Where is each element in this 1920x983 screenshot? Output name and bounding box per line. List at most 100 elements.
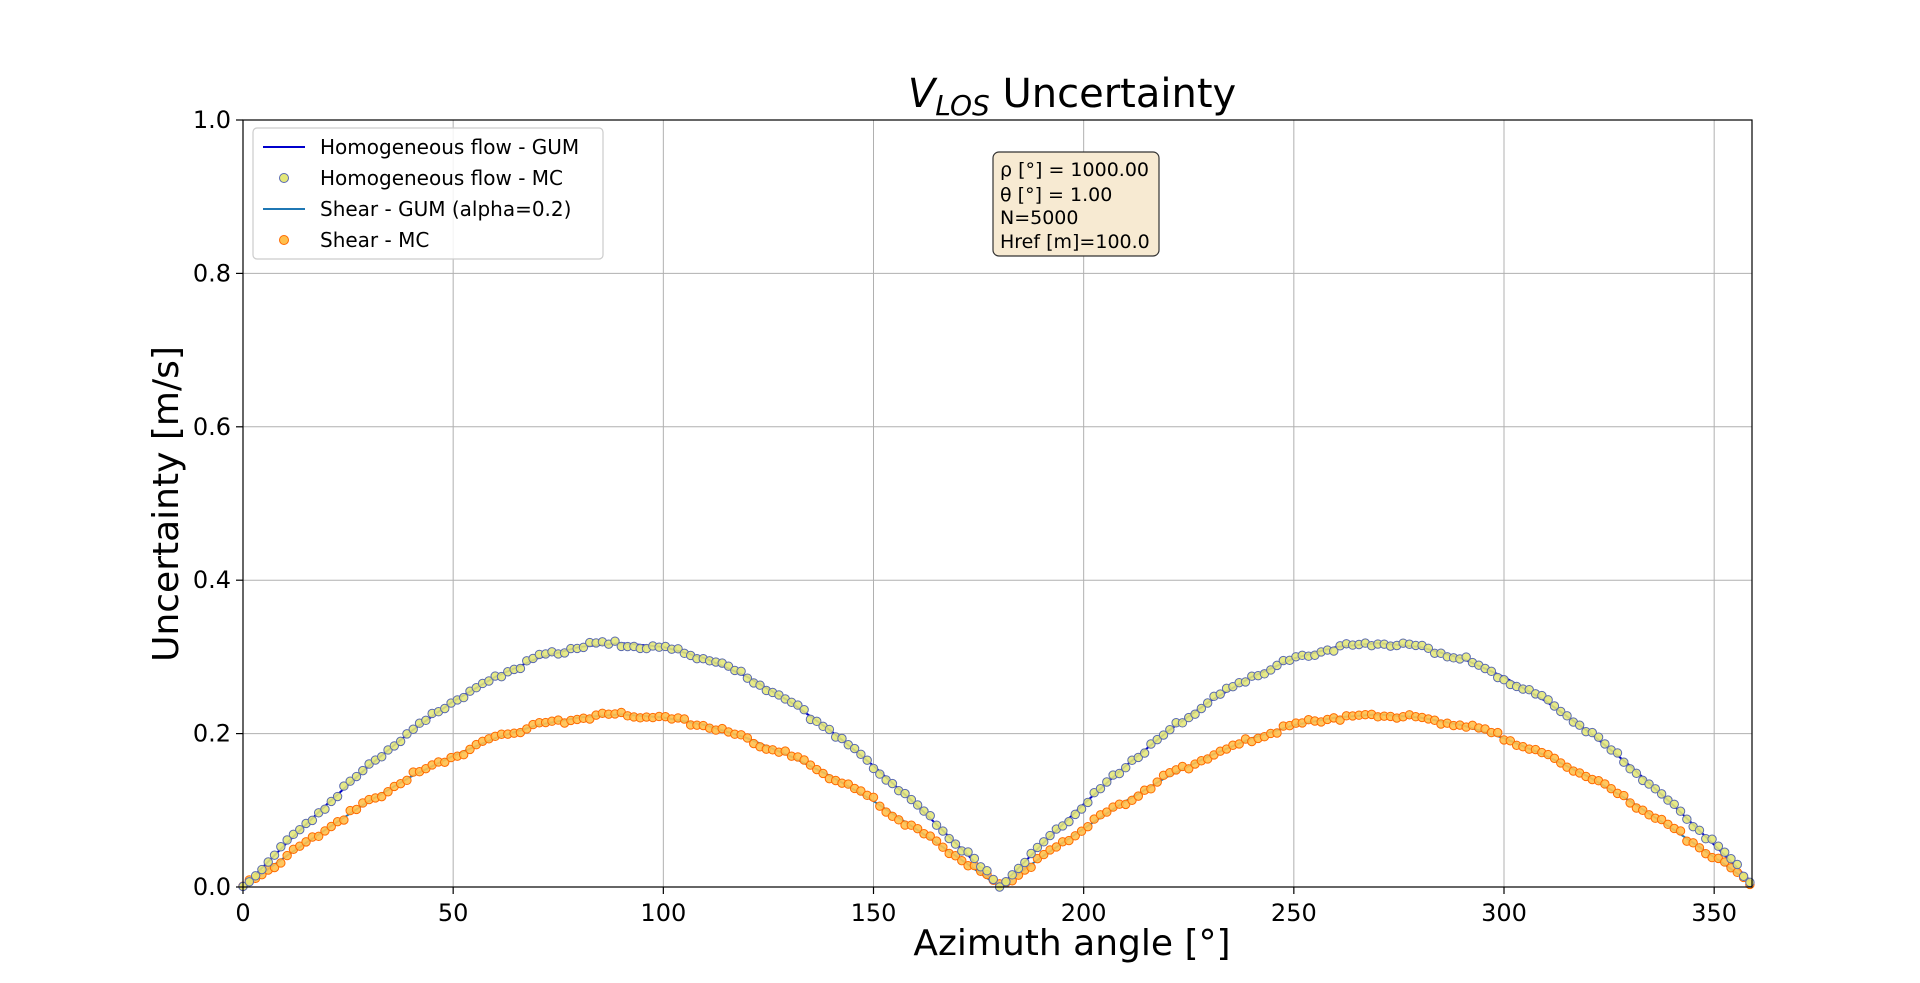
legend-swatch-marker	[279, 173, 289, 183]
data-point	[320, 826, 330, 836]
data-point	[1335, 715, 1345, 725]
y-tick-label-2: 0.4	[193, 566, 231, 594]
data-point	[244, 877, 255, 887]
data-point	[458, 750, 469, 760]
data-point	[1619, 790, 1629, 801]
data-point	[912, 823, 923, 834]
data-point	[440, 757, 450, 767]
data-point	[1694, 825, 1705, 835]
data-point	[1587, 727, 1597, 738]
x-tick-label-5: 250	[1271, 899, 1317, 927]
legend-swatch-marker	[279, 235, 289, 245]
data-point	[1549, 753, 1560, 764]
info-line-href: Href [m]=100.0	[1000, 231, 1150, 253]
x-tick-label-2: 100	[640, 899, 686, 927]
data-point	[263, 857, 273, 867]
data-point	[1057, 821, 1068, 831]
data-point	[1020, 857, 1030, 868]
data-point	[1146, 739, 1156, 749]
data-point	[906, 794, 917, 805]
data-point	[856, 786, 866, 796]
data-point	[1656, 789, 1667, 799]
data-point	[402, 729, 412, 739]
data-point	[1707, 834, 1717, 844]
data-point	[1121, 763, 1131, 773]
data-point	[673, 644, 683, 654]
data-point	[900, 788, 910, 799]
data-point	[1196, 703, 1207, 714]
data-point	[1656, 814, 1667, 825]
data-point	[276, 858, 286, 868]
data-point	[1499, 675, 1509, 685]
data-point	[250, 871, 261, 881]
data-point	[1505, 736, 1516, 746]
data-point	[578, 642, 589, 653]
data-point	[837, 733, 847, 744]
legend-entry-2: Shear - GUM (alpha=0.2)	[263, 197, 571, 221]
data-point	[301, 837, 311, 847]
data-point	[1423, 643, 1434, 653]
x-axis-label: Azimuth angle [°]	[913, 923, 1230, 964]
data-point	[1638, 805, 1648, 815]
data-point	[1726, 854, 1736, 864]
info-box-background	[992, 151, 1160, 257]
data-point	[881, 807, 891, 817]
chart-title: VLOS Uncertainty	[908, 71, 1236, 122]
x-tick-label-0: 0	[235, 899, 250, 927]
data-point	[919, 806, 929, 816]
data-point	[723, 661, 734, 671]
data-point	[1732, 859, 1742, 870]
axes-frame	[242, 119, 1753, 888]
series-line-2	[242, 713, 1753, 889]
data-point	[1001, 876, 1011, 887]
data-point	[484, 676, 494, 686]
legend-label: Shear - GUM (alpha=0.2)	[320, 197, 571, 221]
y-axis-label: Uncertainty [m/s]	[146, 346, 187, 662]
data-point	[931, 836, 942, 846]
data-point	[849, 743, 860, 754]
series-points-1	[238, 636, 1755, 892]
x-tick-label-4: 200	[1061, 899, 1107, 927]
data-point	[522, 724, 532, 734]
data-point	[963, 847, 973, 857]
data-point	[610, 636, 620, 646]
legend-entry-3: Shear - MC	[279, 228, 429, 252]
data-point	[339, 781, 349, 791]
data-point	[295, 841, 305, 851]
data-point	[944, 833, 954, 844]
info-line-rho: ρ [°] = 1000.00	[1000, 159, 1149, 181]
data-point	[1095, 783, 1106, 794]
data-point	[1562, 711, 1572, 721]
data-point	[1738, 871, 1749, 882]
data-point	[377, 752, 387, 762]
data-point	[1644, 779, 1654, 789]
data-point	[295, 824, 305, 835]
data-point	[496, 671, 507, 682]
data-point	[1240, 677, 1251, 687]
data-point	[868, 792, 879, 802]
data-point	[515, 663, 526, 674]
series-points-3	[238, 707, 1755, 891]
data-point	[1070, 831, 1080, 841]
data-point	[780, 746, 790, 756]
data-point	[421, 715, 431, 726]
data-point	[383, 787, 393, 797]
data-point	[1064, 835, 1074, 846]
data-point	[339, 815, 349, 825]
info-line-theta: θ [°] = 1.00	[1000, 184, 1112, 206]
data-point	[1165, 724, 1175, 735]
data-point	[742, 673, 753, 683]
data-point	[1007, 870, 1017, 880]
data-point	[1177, 718, 1188, 728]
data-point	[950, 851, 961, 861]
data-point	[824, 724, 835, 735]
data-point	[1032, 842, 1043, 853]
data-point	[868, 763, 879, 774]
data-point	[1745, 877, 1755, 888]
data-point	[875, 801, 885, 811]
data-point	[1083, 797, 1093, 808]
data-point	[1202, 698, 1213, 708]
data-point	[812, 716, 822, 727]
data-point	[1139, 748, 1150, 758]
data-point	[1606, 783, 1616, 794]
